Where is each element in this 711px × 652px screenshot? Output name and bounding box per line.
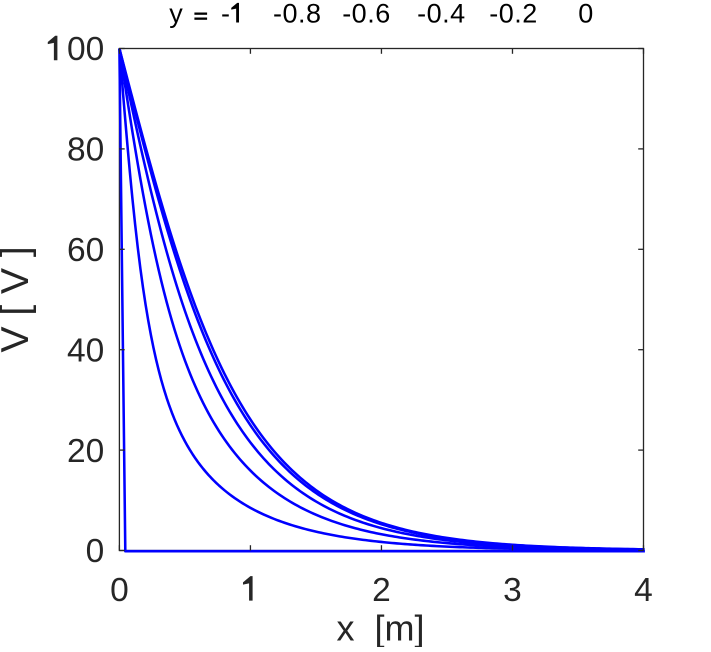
svg-text:80: 80 bbox=[67, 132, 104, 169]
svg-text:20: 20 bbox=[67, 433, 104, 470]
svg-text:-0.4: -0.4 bbox=[417, 0, 466, 29]
svg-text:4: 4 bbox=[634, 572, 653, 609]
svg-text:0: 0 bbox=[110, 572, 129, 609]
svg-text:3: 3 bbox=[503, 572, 522, 609]
svg-text:x [m]: x [m] bbox=[337, 607, 425, 647]
svg-text:2: 2 bbox=[372, 572, 391, 609]
svg-text:y: y bbox=[169, 0, 183, 29]
svg-text:-0.2: -0.2 bbox=[489, 0, 538, 29]
svg-text:00: 00 bbox=[67, 31, 104, 68]
svg-text:60: 60 bbox=[67, 232, 104, 269]
svg-text:-0.8: -0.8 bbox=[273, 0, 322, 29]
svg-text:0: 0 bbox=[86, 533, 105, 570]
svg-text:40: 40 bbox=[67, 332, 104, 369]
svg-text:-0.6: -0.6 bbox=[342, 0, 391, 29]
svg-text:-: - bbox=[221, 0, 231, 29]
svg-text:V [ V ]: V [ V ] bbox=[0, 246, 37, 352]
svg-text:0: 0 bbox=[578, 0, 594, 29]
